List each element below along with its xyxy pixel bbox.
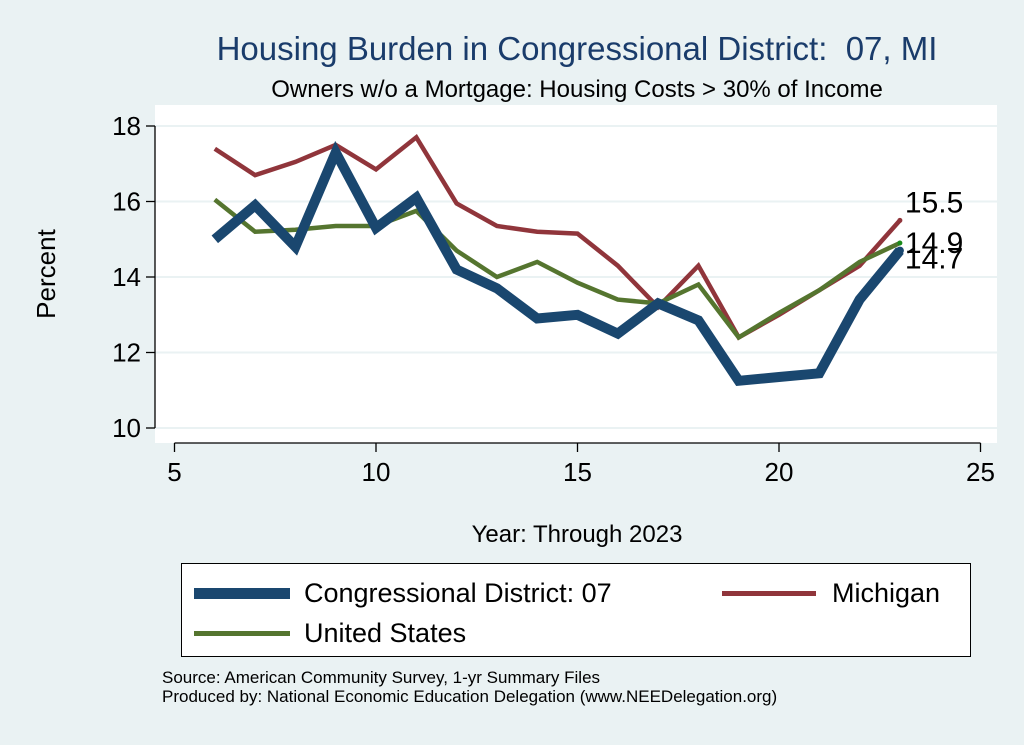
x-axis-title: Year: Through 2023 (472, 521, 683, 548)
legend-swatch-us (194, 631, 290, 636)
y-tick-label: 16 (112, 187, 141, 217)
y-tick-label: 18 (112, 111, 141, 141)
source-line: Source: American Community Survey, 1-yr … (162, 668, 601, 687)
x-tick-label: 5 (167, 457, 181, 487)
produced-line: Produced by: National Economic Education… (162, 687, 778, 706)
y-tick-label: 14 (112, 262, 141, 292)
legend-label-district: Congressional District: 07 (304, 578, 612, 608)
source-note: Source: American Community Survey, 1-yr … (162, 668, 777, 706)
legend-label-michigan: Michigan (832, 578, 941, 608)
end-point (895, 246, 904, 255)
x-tick-label: 10 (362, 457, 391, 487)
legend-item-district: Congressional District: 07 (194, 578, 612, 609)
x-tick-label: 15 (563, 457, 592, 487)
legend: Congressional District: 07 Michigan Unit… (181, 563, 971, 657)
legend-item-us: United States (194, 618, 466, 649)
end-point (897, 217, 903, 223)
chart-subtitle: Owners w/o a Mortgage: Housing Costs > 3… (271, 76, 883, 103)
legend-item-michigan: Michigan (722, 578, 940, 609)
legend-swatch-district (194, 588, 290, 599)
end-label: 14.7 (905, 243, 963, 276)
end-label: 15.5 (905, 186, 963, 219)
chart-title: Housing Burden in Congressional District… (217, 30, 938, 67)
series-line-district (211, 140, 904, 387)
legend-swatch-michigan (722, 591, 816, 596)
x-tick-label: 20 (765, 457, 794, 487)
y-axis-title: Percent (31, 228, 61, 318)
series-line-us (213, 197, 901, 341)
end-point (897, 240, 903, 246)
end-label: 14.9 (905, 227, 963, 260)
legend-label-us: United States (304, 618, 467, 648)
x-tick-label: 25 (966, 457, 995, 487)
y-tick-label: 12 (112, 338, 141, 368)
chart: 10 12 14 16 18 5 10 15 20 25 15.5 14.914.7 Percent Ye… (31, 30, 997, 548)
y-tick-label: 10 (112, 413, 141, 443)
plot-area (155, 105, 997, 443)
